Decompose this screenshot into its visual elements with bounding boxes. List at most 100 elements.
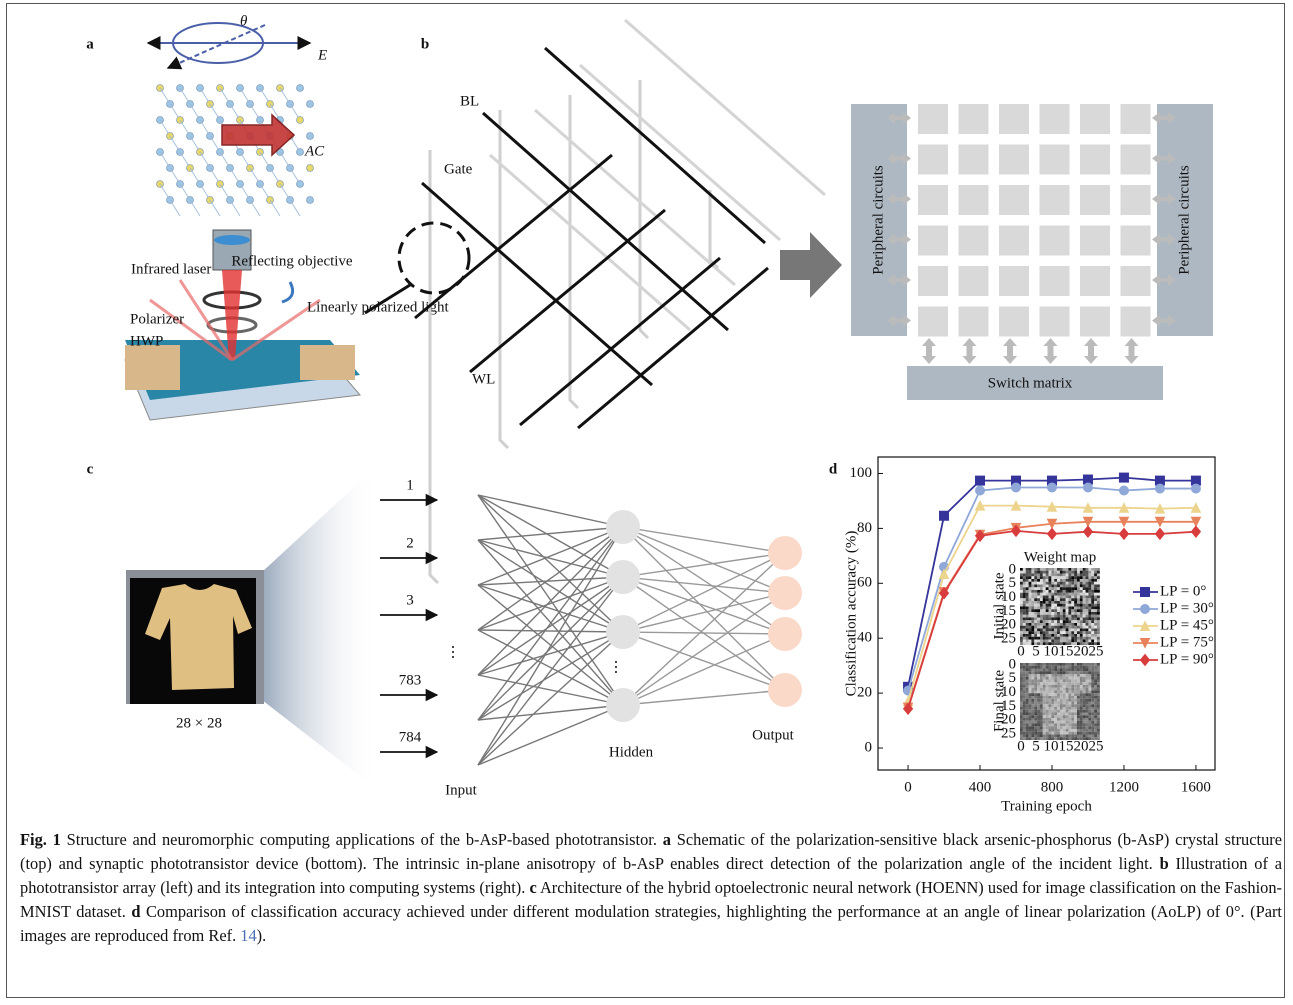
pixel bbox=[1077, 634, 1080, 637]
pixel bbox=[1040, 663, 1043, 666]
pixel bbox=[1026, 620, 1029, 623]
pixel bbox=[1074, 640, 1077, 643]
pixel bbox=[1046, 607, 1049, 610]
pixel bbox=[1026, 585, 1029, 588]
pixel bbox=[1043, 669, 1046, 672]
pixel bbox=[1068, 718, 1071, 721]
pixel bbox=[1066, 677, 1069, 680]
pixel bbox=[1066, 713, 1069, 716]
pixel bbox=[1046, 574, 1049, 577]
pixel bbox=[1068, 699, 1071, 702]
pixel bbox=[1023, 579, 1026, 582]
pixel bbox=[1091, 677, 1094, 680]
pixel bbox=[1068, 585, 1071, 588]
pixel bbox=[1031, 671, 1034, 674]
pixel bbox=[1063, 593, 1066, 596]
pixel bbox=[1029, 729, 1032, 732]
label: Reflecting objective bbox=[231, 253, 353, 269]
pixel bbox=[1060, 598, 1063, 601]
pixel bbox=[1063, 626, 1066, 629]
pixel bbox=[1057, 702, 1060, 705]
pixel bbox=[1037, 607, 1040, 610]
pixel bbox=[1046, 582, 1049, 585]
inset-x-tick: 15 bbox=[1059, 643, 1074, 659]
pixel bbox=[1088, 626, 1091, 629]
pixel bbox=[1083, 688, 1086, 691]
pixel bbox=[1043, 582, 1046, 585]
connection bbox=[623, 527, 785, 553]
pixel bbox=[1083, 674, 1086, 677]
label: HWP bbox=[130, 333, 163, 349]
pixel bbox=[1097, 671, 1100, 674]
pixel bbox=[1049, 601, 1052, 604]
pixel bbox=[1060, 696, 1063, 699]
pixel bbox=[1034, 626, 1037, 629]
pixel bbox=[1077, 607, 1080, 610]
pixel bbox=[1020, 677, 1023, 680]
pixel bbox=[1054, 707, 1057, 710]
pixel bbox=[1054, 663, 1057, 666]
pixel bbox=[1049, 735, 1052, 738]
pixel bbox=[1077, 693, 1080, 696]
pixel bbox=[1043, 663, 1046, 666]
pixel bbox=[1060, 674, 1063, 677]
pixel bbox=[1031, 680, 1034, 683]
pixel bbox=[1026, 729, 1029, 732]
pixel bbox=[1049, 707, 1052, 710]
array-cell bbox=[1040, 145, 1070, 175]
legend-label: LP = 30° bbox=[1160, 600, 1214, 616]
item-label: a bbox=[663, 830, 671, 849]
point bbox=[940, 569, 949, 578]
pixel bbox=[1097, 702, 1100, 705]
pixel bbox=[1031, 699, 1034, 702]
pixel bbox=[1088, 666, 1091, 669]
pixel bbox=[1031, 713, 1034, 716]
pixel bbox=[1066, 571, 1069, 574]
pixel bbox=[1049, 674, 1052, 677]
pixel bbox=[1049, 688, 1052, 691]
pixel bbox=[1026, 710, 1029, 713]
pixel bbox=[1080, 666, 1083, 669]
pixel bbox=[1068, 715, 1071, 718]
pixel bbox=[1077, 576, 1080, 579]
pixel bbox=[1020, 702, 1023, 705]
pixel bbox=[1023, 702, 1026, 705]
pixel bbox=[1071, 568, 1074, 571]
pixel bbox=[1083, 671, 1086, 674]
pixel bbox=[1071, 685, 1074, 688]
pixel bbox=[1031, 663, 1034, 666]
pixel bbox=[1023, 710, 1026, 713]
pixel bbox=[1026, 735, 1029, 738]
pixel bbox=[1060, 663, 1063, 666]
pixel bbox=[1066, 685, 1069, 688]
pixel bbox=[1071, 702, 1074, 705]
pixel bbox=[1057, 713, 1060, 716]
pixel bbox=[1043, 571, 1046, 574]
pixel bbox=[1057, 637, 1060, 640]
pixel bbox=[1068, 680, 1071, 683]
pixel bbox=[1088, 585, 1091, 588]
pixel bbox=[1031, 677, 1034, 680]
point bbox=[1012, 483, 1021, 492]
pixel bbox=[1046, 593, 1049, 596]
pixel bbox=[1029, 732, 1032, 735]
pixel bbox=[1049, 724, 1052, 727]
pixel bbox=[1020, 601, 1023, 604]
pixel bbox=[1031, 718, 1034, 721]
pixel bbox=[1068, 693, 1071, 696]
array-cell bbox=[999, 104, 1029, 134]
pixel bbox=[1023, 691, 1026, 694]
pixel bbox=[1043, 637, 1046, 640]
bond bbox=[190, 200, 200, 216]
pixel bbox=[1060, 682, 1063, 685]
pixel bbox=[1057, 612, 1060, 615]
pixel bbox=[1080, 685, 1083, 688]
contact bbox=[125, 345, 180, 390]
pixel bbox=[1031, 571, 1034, 574]
pixel bbox=[1080, 677, 1083, 680]
pixel bbox=[1063, 601, 1066, 604]
pixel bbox=[1094, 735, 1097, 738]
pixel bbox=[1080, 696, 1083, 699]
pixel bbox=[1034, 666, 1037, 669]
pixel bbox=[1034, 715, 1037, 718]
